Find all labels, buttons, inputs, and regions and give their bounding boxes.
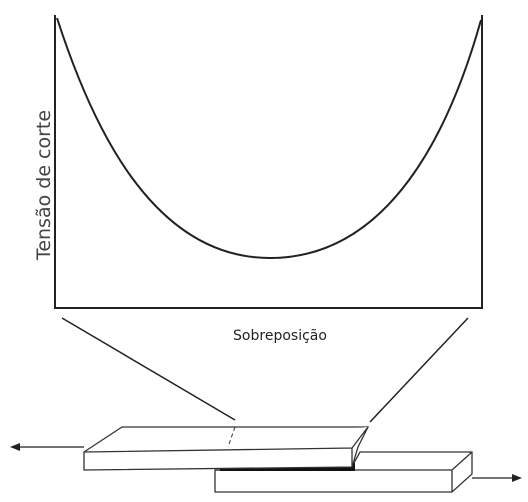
diagram: Tensão de corte Sobreposição <box>0 0 528 502</box>
y-axis-label: Tensão de corte <box>33 110 55 261</box>
projection-line <box>370 318 468 422</box>
lap-joint <box>10 427 522 492</box>
projection-line <box>62 318 235 420</box>
plot-frame <box>55 15 482 308</box>
arrow-head <box>512 474 522 482</box>
arrow-head <box>10 443 20 451</box>
x-axis-label: Sobreposição <box>233 328 327 344</box>
stress-curve <box>57 18 481 258</box>
